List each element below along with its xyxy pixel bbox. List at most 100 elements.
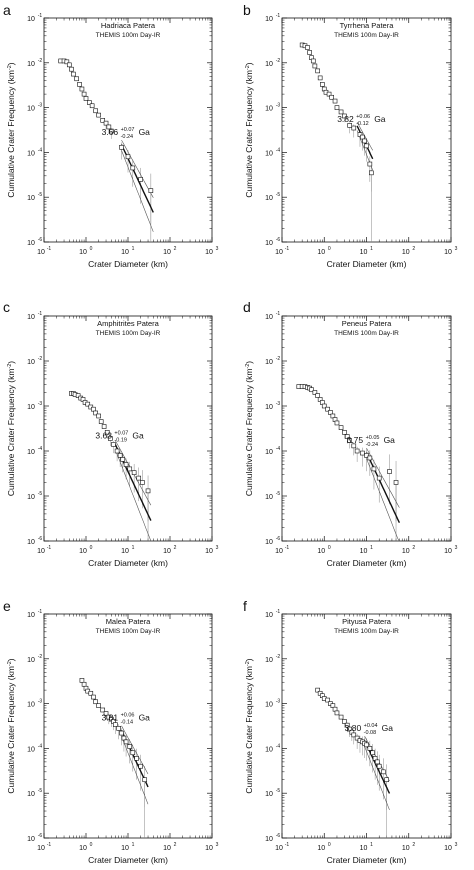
data-point [123,739,129,745]
x-tick-exponent: 1 [370,246,373,252]
x-tick-label: 10 [205,845,213,852]
y-tick-exponent: -6 [276,536,281,542]
isochron-lower-bound [121,150,154,232]
model-age: 3.81 [102,713,119,723]
y-tick-exponent: -6 [276,833,281,839]
data-point [108,128,114,134]
data-point [71,71,76,77]
y-tick-label: 10 [265,314,273,321]
data-point [376,763,382,769]
y-tick-label: 10 [265,657,273,664]
x-tick-exponent: 1 [132,545,135,551]
model-age-unit: Ga [132,430,144,440]
y-tick-exponent: -5 [38,192,43,198]
x-tick-label: 10 [360,845,368,852]
model-age-plus: +0.05 [366,435,380,441]
x-tick-exponent: 1 [370,842,373,848]
data-point [106,124,112,130]
data-point [393,480,399,485]
data-point [66,62,72,68]
x-tick-label: 10 [360,249,368,256]
y-tick-label: 10 [265,746,273,753]
x-tick-exponent: 2 [412,246,415,252]
y-tick-exponent: -5 [38,491,43,497]
y-tick-exponent: -1 [276,311,281,317]
x-tick-exponent: -1 [285,246,290,252]
panel-subtitle: THEMIS 100m Day-IR [96,32,161,39]
data-point [307,50,312,55]
y-tick-label: 10 [27,314,35,321]
y-axis-label: Cumulative Crater Frequency (km-2) [6,361,16,496]
data-point [334,105,340,110]
panel-subtitle: THEMIS 100m Day-IR [96,628,161,635]
y-tick-label: 10 [27,702,35,709]
data-point [357,132,363,137]
x-tick-exponent: -1 [285,842,290,848]
data-point [142,777,148,783]
y-tick-exponent: -5 [276,192,281,198]
y-tick-exponent: -3 [276,699,281,705]
panel-title: Pityusa Patera [342,617,392,626]
data-point [103,711,109,716]
y-axis-label: Cumulative Crater Frequency (km-2) [244,62,254,197]
data-point [123,462,129,467]
isochron-lower-bound [364,746,390,811]
x-tick-exponent: 0 [90,842,93,848]
data-point [93,410,98,416]
model-age-plus: +0.06 [356,114,370,120]
y-tick-label: 10 [265,612,273,619]
panel-title: Tyrrhena Patera [340,21,395,30]
x-tick-exponent: 2 [174,842,177,848]
model-age: 3.63 [95,430,112,440]
model-age: 3.75 [347,435,364,445]
data-point [305,45,310,50]
x-tick-exponent: -1 [47,545,52,551]
y-tick-exponent: -4 [276,446,281,452]
panel-letter: f [243,598,247,614]
x-tick-label: 10 [360,548,368,555]
data-point [360,450,365,456]
data-point [127,466,133,472]
data-point [351,125,357,131]
x-axis-label: Crater Diameter (km) [88,558,168,568]
panel-subtitle: THEMIS 100m Day-IR [96,330,161,337]
data-point [370,750,375,756]
panel-letter: d [243,299,251,315]
data-point [384,777,389,783]
x-tick-label: 10 [79,249,87,256]
isochron-lower-bound [121,736,149,805]
data-point [347,123,352,128]
y-tick-exponent: -2 [276,356,281,362]
panel-letter: e [3,598,11,614]
data-point [364,143,369,149]
data-point [74,76,79,82]
x-tick-label: 10 [205,249,213,256]
y-tick-label: 10 [265,791,273,798]
y-tick-label: 10 [265,494,273,501]
data-point [64,59,70,65]
panel-title: Amphitrites Patera [97,319,160,328]
plot-frame [43,315,213,542]
x-tick-exponent: 3 [455,545,458,551]
panel-subtitle: THEMIS 100m Day-IR [334,628,399,635]
x-tick-exponent: 1 [132,246,135,252]
y-tick-label: 10 [27,240,35,247]
y-tick-label: 10 [265,359,273,366]
y-tick-label: 10 [265,539,273,546]
data-point [374,759,380,765]
y-tick-label: 10 [27,791,35,798]
data-point [69,66,74,72]
x-tick-label: 10 [121,845,129,852]
y-tick-label: 10 [265,16,273,23]
data-point [131,470,137,475]
model-age: 3.66 [102,127,119,137]
x-tick-exponent: 2 [412,545,415,551]
data-point [100,118,106,123]
x-tick-label: 10 [444,845,452,852]
data-point [121,735,127,741]
